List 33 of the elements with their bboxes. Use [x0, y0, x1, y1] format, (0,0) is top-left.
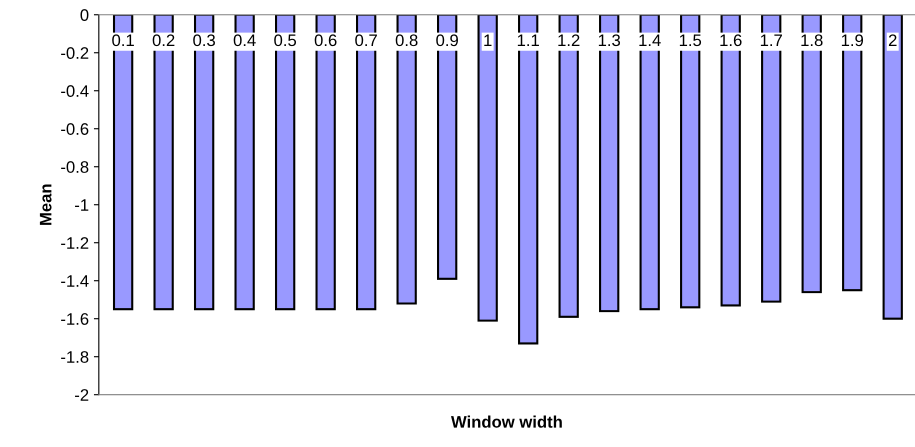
x-tick-label: 0.1 — [112, 34, 134, 46]
x-tick-label: 0.2 — [152, 34, 174, 46]
x-tick-label: 1.5 — [680, 34, 702, 46]
y-tick-label: -2 — [75, 389, 88, 401]
y-tick-label: -0.6 — [61, 123, 88, 135]
x-tick-label: 0.6 — [314, 34, 336, 46]
x-tick-label: 0.3 — [193, 34, 215, 46]
x-tick-label: 1.4 — [639, 34, 661, 46]
y-tick-label: -1.2 — [61, 237, 88, 249]
x-tick-label: 1.7 — [760, 34, 782, 46]
y-tick-label: -1.6 — [61, 313, 88, 325]
y-tick-label: -0.4 — [61, 85, 89, 97]
y-tick-label: 0 — [80, 9, 88, 21]
x-tick-label: 0.8 — [396, 34, 418, 46]
y-tick-label: -0.8 — [61, 161, 88, 173]
x-tick-label: 0.7 — [355, 34, 377, 46]
x-tick-label: 1.1 — [518, 34, 539, 46]
x-tick-label: 0.4 — [234, 34, 256, 46]
x-tick-label: 2 — [888, 34, 897, 46]
y-tick-label: -1 — [75, 199, 88, 211]
x-tick-label: 1.2 — [558, 34, 580, 46]
x-tick-label: 0.5 — [274, 34, 296, 46]
x-tick-label: 1.3 — [598, 34, 620, 46]
y-tick-label: -1.8 — [61, 351, 88, 363]
y-axis-title: Mean — [40, 184, 52, 225]
x-tick-label: 0.9 — [436, 34, 458, 46]
x-tick-label: 1.8 — [801, 34, 823, 46]
x-tick-label: 1.9 — [842, 34, 864, 46]
y-tick-label: -0.2 — [61, 47, 88, 59]
x-axis-title: Window width — [451, 416, 562, 428]
x-tick-label: 1 — [484, 34, 492, 46]
x-tick-label: 1.6 — [720, 34, 742, 46]
y-tick-label: -1.4 — [61, 275, 89, 287]
